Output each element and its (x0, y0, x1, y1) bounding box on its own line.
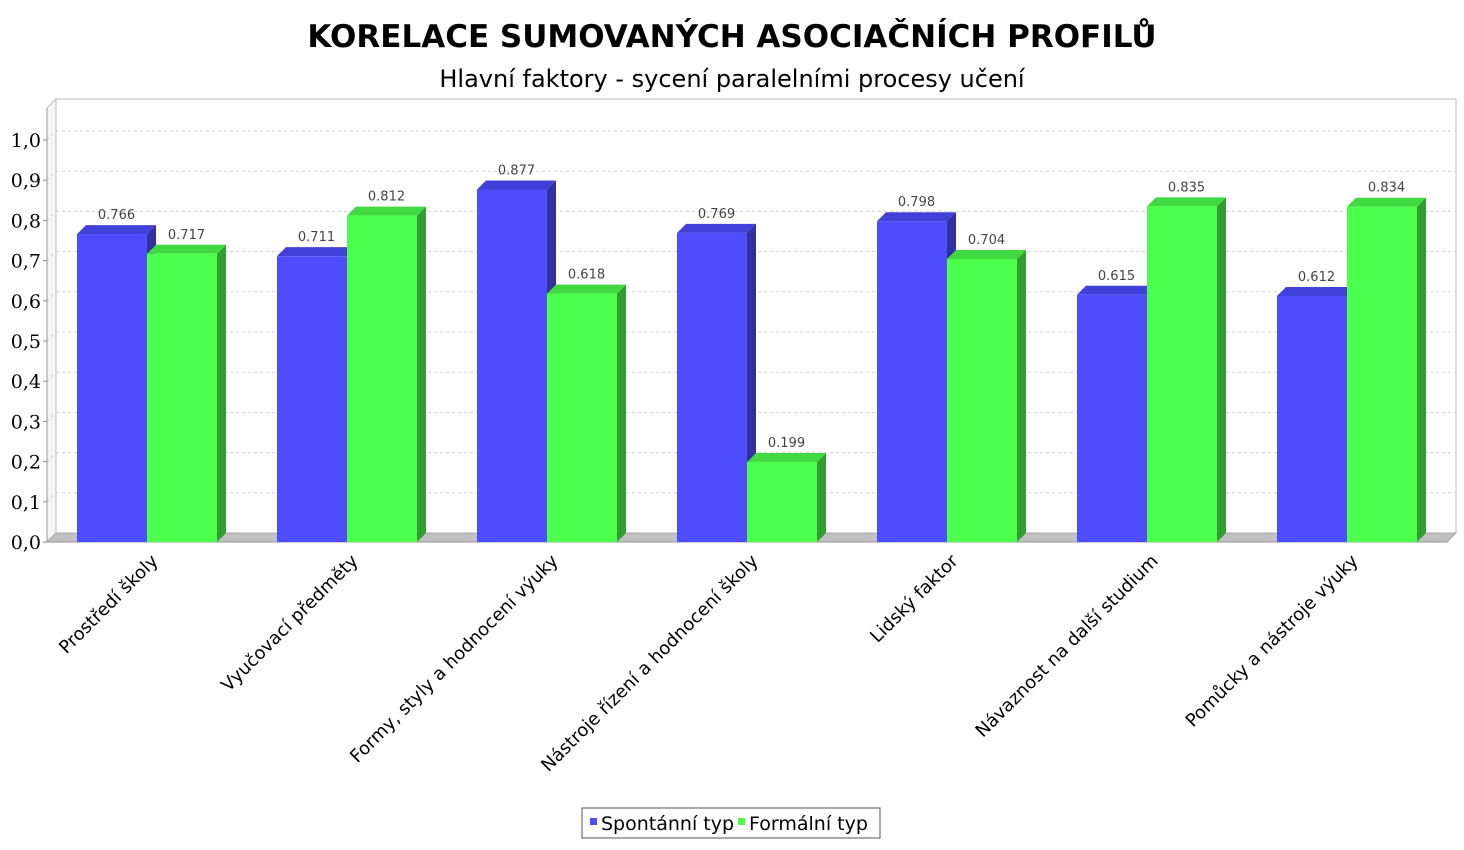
bar-top (1077, 285, 1156, 295)
bar (877, 221, 947, 543)
data-label: 0.835 (1168, 180, 1205, 195)
bar-top (1347, 197, 1426, 207)
bar (347, 215, 417, 543)
data-label: 0.711 (298, 230, 335, 245)
data-label: 0.798 (898, 195, 935, 210)
y-tick-label: 0,4 (11, 371, 41, 393)
legend-label: Formální typ (749, 813, 868, 835)
gridline-wall (46, 371, 57, 382)
bar-top (277, 247, 356, 257)
legend-swatch (738, 818, 745, 825)
y-tick-label: 0,9 (11, 170, 41, 192)
gridline-wall (46, 492, 57, 503)
bar-side (1217, 197, 1226, 542)
y-tick-label: 0,6 (11, 291, 41, 313)
bar (1347, 206, 1417, 542)
chart-title: KORELACE SUMOVANÝCH ASOCIAČNÍCH PROFILŮ (307, 18, 1156, 55)
bar (947, 258, 1017, 542)
data-label: 0.766 (98, 208, 135, 223)
data-label: 0.615 (1098, 269, 1135, 284)
y-tick-label: 0,7 (11, 251, 41, 273)
y-tick-label: 0,5 (11, 331, 41, 353)
bar (677, 232, 747, 542)
y-tick-label: 1,0 (11, 130, 41, 152)
bar (1077, 294, 1147, 542)
y-tick-label: 0,0 (11, 532, 41, 554)
gridline-wall (46, 170, 57, 181)
bar-top (747, 453, 826, 463)
legend-box (581, 807, 881, 839)
y-tick-label: 0,2 (11, 452, 41, 474)
data-label: 0.704 (968, 233, 1005, 248)
bar-side (817, 453, 826, 542)
chart-subtitle: Hlavní faktory - sycení paralelními proc… (439, 65, 1026, 93)
bar (147, 253, 217, 543)
gridline-wall (46, 412, 57, 422)
legend: Spontánní typ Formální typ (581, 807, 881, 839)
bar (277, 256, 347, 542)
data-label: 0.618 (568, 268, 605, 283)
gridline-wall (46, 291, 57, 302)
bar-side (1417, 197, 1426, 542)
bar-top (77, 225, 156, 235)
data-label: 0.834 (1368, 181, 1405, 196)
gridline-wall (46, 251, 57, 261)
plot-left-wall (46, 97, 57, 544)
bar-side (417, 206, 426, 543)
gridline-wall (46, 331, 57, 342)
bar-top (147, 244, 226, 254)
bar (1147, 206, 1217, 542)
data-label: 0.612 (1298, 270, 1335, 285)
data-label: 0.877 (498, 163, 535, 178)
data-label: 0.812 (368, 190, 405, 205)
bar-side (617, 284, 626, 542)
bar-top (677, 223, 756, 233)
bar-top (947, 249, 1026, 259)
bar (77, 234, 147, 542)
bar-top (477, 180, 556, 190)
gridline-wall (46, 452, 57, 462)
gridline-wall (46, 130, 57, 141)
y-tick-label: 0,1 (11, 492, 41, 514)
bar-side (217, 244, 226, 543)
legend-label: Spontánní typ (601, 813, 734, 835)
bar (1277, 295, 1347, 542)
y-tick-label: 0,8 (11, 210, 41, 232)
data-label: 0.769 (698, 207, 735, 222)
bar-top (1147, 197, 1226, 207)
bar (747, 462, 817, 542)
legend-swatch (590, 818, 597, 825)
bar (477, 189, 547, 543)
data-label: 0.199 (768, 436, 805, 451)
bar-top (877, 212, 956, 222)
bar-top (1277, 286, 1356, 296)
data-label: 0.717 (168, 228, 205, 243)
y-tick-label: 0,3 (11, 411, 41, 433)
bar-side (1017, 249, 1026, 542)
bar-top (547, 284, 626, 294)
bar-top (347, 206, 426, 216)
bar (547, 293, 617, 542)
gridline-wall (46, 211, 57, 221)
